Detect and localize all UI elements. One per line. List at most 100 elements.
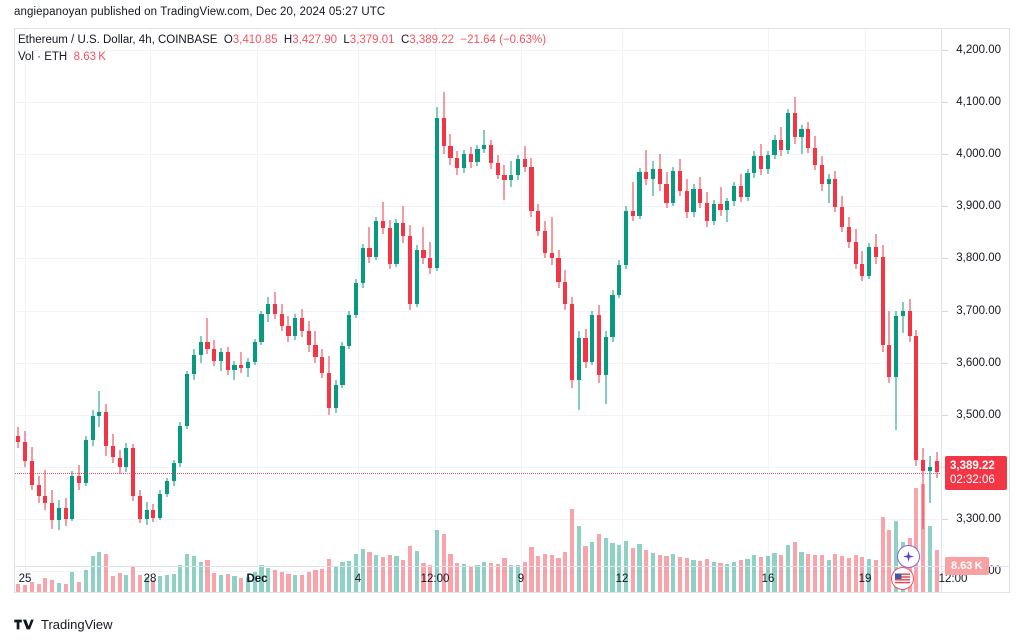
volume-bar: [867, 558, 872, 592]
volume-bar: [171, 573, 176, 592]
volume-bar: [698, 561, 703, 592]
candle-body: [475, 148, 480, 163]
candle-body: [812, 147, 818, 165]
volume-bar: [63, 583, 68, 592]
candle-body: [725, 201, 730, 211]
grid-line-horizontal: [15, 206, 940, 207]
candlestick: [205, 29, 210, 592]
candlestick: [353, 29, 359, 592]
candlestick: [259, 29, 264, 592]
last-price-badge[interactable]: 3,389.22 02:32:06: [945, 455, 1007, 490]
candlestick: [644, 29, 649, 592]
volume-bar: [434, 529, 440, 592]
candlestick: [313, 29, 318, 592]
candlestick: [239, 29, 244, 592]
candlestick: [630, 29, 635, 592]
price-tick-dash: [942, 154, 949, 156]
volume-bar: [637, 543, 642, 592]
candle-body: [509, 174, 514, 181]
volume-badge[interactable]: 8.63 K: [945, 557, 989, 575]
tradingview-mark-icon: [14, 619, 34, 630]
economic-event-marker[interactable]: [891, 567, 914, 590]
volume-bar: [407, 546, 413, 592]
candlestick: [158, 29, 163, 592]
candle-wick: [429, 241, 431, 274]
volume-bar: [212, 572, 217, 592]
candlestick: [894, 29, 899, 592]
candlestick: [367, 29, 372, 592]
volume-bar: [927, 525, 932, 592]
candle-wick: [510, 161, 512, 188]
volume-bar: [495, 563, 500, 592]
candle-wick: [98, 390, 100, 428]
candle-body: [97, 411, 102, 416]
candle-body: [522, 159, 527, 167]
candle-body: [482, 144, 487, 149]
candlestick: [509, 29, 514, 592]
legend-close-label: C: [400, 34, 410, 46]
candlestick: [752, 29, 757, 592]
volume-bar: [765, 556, 770, 592]
volume-bar: [394, 556, 399, 592]
candle-body: [840, 207, 845, 228]
candlestick: [617, 29, 622, 592]
candle-body: [833, 179, 838, 208]
candle-body: [164, 481, 169, 494]
candle-body: [515, 159, 521, 175]
candlestick: [522, 29, 527, 592]
volume-bar: [151, 579, 156, 592]
volume-bar: [482, 562, 487, 592]
volume-bar: [367, 552, 372, 592]
volume-bar: [401, 559, 406, 592]
candle-body: [279, 313, 284, 327]
volume-bar: [374, 555, 379, 592]
price-scale[interactable]: 4,200.00 4,100.00 4,000.00 3,900.00 3,800.00…: [941, 29, 1009, 592]
candle-body: [124, 448, 129, 467]
candlestick: [887, 29, 892, 592]
candle-body: [853, 241, 858, 264]
candle-body: [185, 374, 190, 427]
volume-bar: [792, 542, 797, 592]
candlestick: [374, 29, 379, 592]
candlestick: [333, 29, 338, 592]
candle-body: [340, 345, 345, 385]
candlestick: [198, 29, 203, 592]
candle-body: [536, 211, 541, 232]
price-axis-tick: 3,900.00: [942, 200, 1001, 212]
volume-bar: [333, 566, 338, 592]
volume-bar: [245, 577, 251, 592]
candlestick: [819, 29, 824, 592]
volume-bar: [576, 525, 581, 592]
chart-plot-area[interactable]: [15, 29, 940, 592]
candlestick: [380, 29, 386, 592]
candle-body: [583, 337, 588, 362]
bar-countdown-value: 02:32:06: [950, 473, 995, 486]
candle-body: [306, 331, 311, 345]
candlestick: [765, 29, 770, 592]
earnings-event-marker[interactable]: [897, 545, 920, 568]
volume-bar: [934, 550, 939, 592]
candle-body: [542, 231, 548, 254]
volume-bar: [475, 564, 480, 592]
candlestick: [569, 29, 575, 592]
candle-body: [576, 337, 581, 381]
legend-open-value: 3,410.85: [232, 34, 278, 46]
time-axis-tick: 9: [517, 573, 525, 585]
volume-bar: [549, 555, 554, 592]
candlestick: [873, 29, 878, 592]
volume-bar: [299, 575, 305, 592]
candlestick: [252, 29, 257, 592]
volume-bar: [70, 572, 75, 592]
candlestick: [191, 29, 196, 592]
price-axis-tick: 3,600.00: [942, 357, 1001, 369]
candle-wick: [240, 352, 242, 374]
candle-wick: [645, 149, 647, 186]
volume-bar: [671, 553, 676, 592]
volume-bar: [205, 559, 210, 592]
candlestick: [360, 29, 365, 592]
candle-body: [448, 145, 453, 159]
time-scale[interactable]: 25 28 Dec 4 12:00 9 12 16 19 12:00: [15, 566, 1009, 592]
candlestick: [77, 29, 82, 592]
volume-bar: [50, 580, 55, 592]
candlestick: [29, 29, 34, 592]
